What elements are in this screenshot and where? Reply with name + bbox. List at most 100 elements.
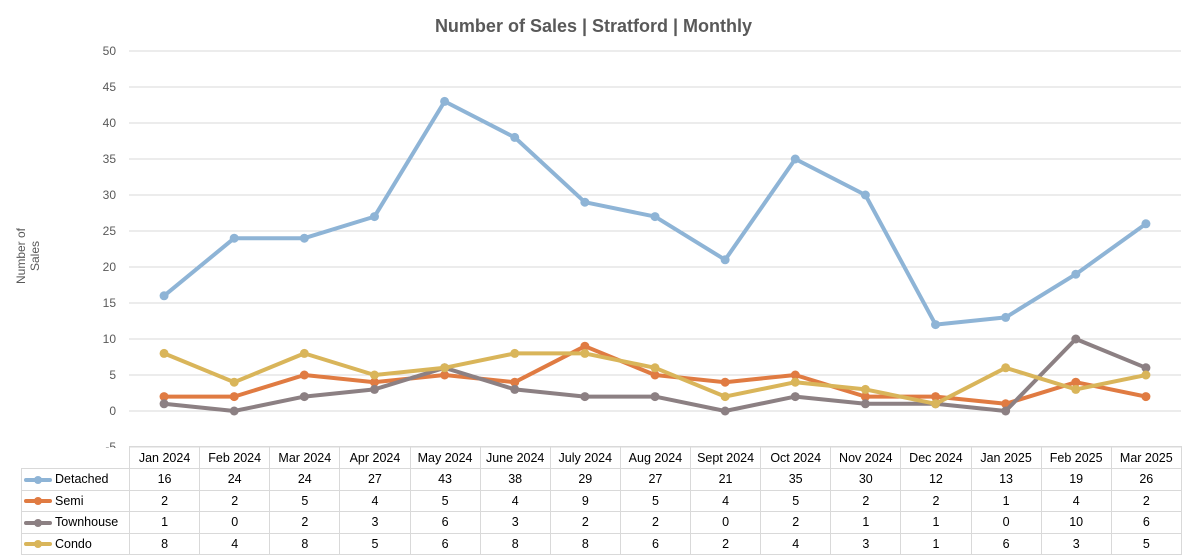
data-point — [369, 370, 379, 380]
table-row: Condo 8 4 8 5 6 8 8 6 2 4 3 1 6 3 5 — [21, 532, 1182, 555]
data-point — [650, 212, 660, 222]
data-label: 2 — [1110, 489, 1182, 512]
data-point — [650, 392, 660, 402]
x-tick-label: Mar 2024 — [269, 446, 341, 469]
table-header-row: Jan 2024 Feb 2024 Mar 2024 Apr 2024 May 2024… — [21, 446, 1182, 469]
data-label: 2 — [199, 489, 271, 512]
data-label: 0 — [970, 511, 1042, 534]
legend-entry: Townhouse — [21, 511, 130, 534]
legend-key-icon — [24, 518, 52, 527]
y-tick-label: 10 — [103, 332, 117, 346]
data-point — [1071, 377, 1081, 387]
data-label: 1 — [900, 511, 972, 534]
data-point — [720, 392, 730, 402]
data-label: 10 — [1040, 511, 1112, 534]
data-label: 29 — [549, 468, 621, 491]
data-table: Jan 2024 Feb 2024 Mar 2024 Apr 2024 May 2024… — [21, 446, 1182, 555]
legend-key-icon — [24, 497, 52, 506]
data-label: 27 — [339, 468, 411, 491]
data-label: 1 — [900, 532, 972, 555]
data-label: 2 — [619, 511, 692, 534]
data-point — [580, 348, 590, 358]
data-point — [440, 363, 450, 373]
data-point — [159, 291, 169, 301]
data-label: 4 — [339, 489, 411, 512]
data-point — [650, 370, 660, 380]
data-point — [1071, 269, 1081, 279]
data-label: 26 — [1110, 468, 1182, 491]
data-label: 6 — [409, 532, 481, 555]
data-point — [369, 384, 379, 394]
data-label: 5 — [409, 489, 481, 512]
series-condo — [159, 348, 1151, 409]
table-row: Semi 2 2 5 4 5 4 9 5 4 5 2 2 1 4 2 — [21, 489, 1182, 512]
data-point — [931, 320, 941, 330]
data-label: 5 — [619, 489, 692, 512]
data-label: 3 — [479, 511, 551, 534]
data-label: 1 — [128, 511, 201, 534]
x-tick-label: Aug 2024 — [619, 446, 692, 469]
legend-entry: Detached — [21, 468, 130, 491]
data-point — [650, 363, 660, 373]
y-tick-label: -5 — [105, 440, 116, 448]
data-point — [299, 370, 309, 380]
data-point — [580, 341, 590, 351]
data-label: 4 — [1040, 489, 1112, 512]
data-label: 6 — [619, 532, 692, 555]
y-tick-label: 5 — [109, 368, 116, 382]
data-label: 4 — [199, 532, 271, 555]
data-point — [720, 255, 730, 265]
table-row: Detached 16 24 24 27 43 38 29 27 21 35 30 12 13 19 26 — [21, 468, 1182, 491]
data-point — [1001, 406, 1011, 416]
data-label: 2 — [689, 532, 762, 555]
data-point — [159, 348, 169, 358]
data-point — [510, 377, 520, 387]
data-point — [229, 233, 239, 243]
y-tick-label: 0 — [109, 404, 116, 418]
data-point — [1141, 363, 1151, 373]
data-point — [860, 384, 870, 394]
data-label: 16 — [128, 468, 201, 491]
data-point — [229, 377, 239, 387]
data-label: 24 — [199, 468, 271, 491]
x-tick-label: May 2024 — [409, 446, 481, 469]
data-label: 30 — [830, 468, 902, 491]
data-label: 8 — [549, 532, 621, 555]
data-label: 6 — [409, 511, 481, 534]
data-label: 8 — [269, 532, 341, 555]
data-label: 38 — [479, 468, 551, 491]
legend-key-icon — [24, 475, 52, 484]
y-tick-label: 20 — [103, 260, 117, 274]
x-tick-label: July 2024 — [549, 446, 621, 469]
data-label: 4 — [479, 489, 551, 512]
data-point — [159, 392, 169, 402]
data-point — [1141, 392, 1151, 402]
data-label: 3 — [830, 532, 902, 555]
data-label: 35 — [760, 468, 832, 491]
gridlines — [129, 50, 1181, 448]
data-point — [860, 392, 870, 402]
data-point — [580, 392, 590, 402]
legend-label: Semi — [55, 493, 84, 508]
data-point — [720, 377, 730, 387]
data-point — [159, 399, 169, 409]
x-tick-label: Jan 2024 — [128, 446, 201, 469]
x-tick-label: Dec 2024 — [900, 446, 972, 469]
x-tick-label: Nov 2024 — [830, 446, 902, 469]
data-label: 3 — [1040, 532, 1112, 555]
data-label: 43 — [409, 468, 481, 491]
data-point — [931, 392, 941, 402]
data-label: 24 — [269, 468, 341, 491]
legend-entry: Condo — [21, 532, 130, 555]
data-point — [369, 377, 379, 387]
data-point — [790, 377, 800, 387]
data-label: 5 — [339, 532, 411, 555]
data-label: 2 — [549, 511, 621, 534]
data-label: 9 — [549, 489, 621, 512]
data-label: 21 — [689, 468, 762, 491]
x-tick-label: Feb 2024 — [199, 446, 271, 469]
y-tick-label: 45 — [103, 80, 117, 94]
y-tick-label: 25 — [103, 224, 117, 238]
data-label: 8 — [128, 532, 201, 555]
data-point — [440, 96, 450, 106]
